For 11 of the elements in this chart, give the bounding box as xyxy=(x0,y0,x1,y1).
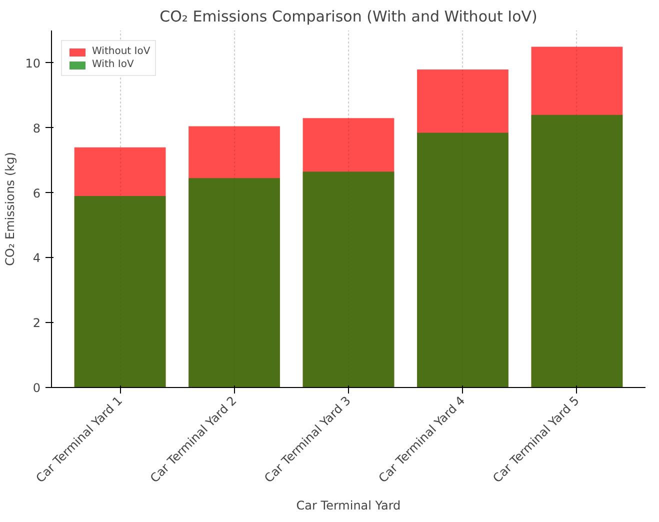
y-tick-label: 2 xyxy=(32,316,41,330)
legend-label: Without IoV xyxy=(92,46,150,57)
legend-label: With IoV xyxy=(92,59,134,70)
y-tick-label: 4 xyxy=(32,251,41,266)
y-tick-label: 10 xyxy=(25,56,41,70)
chart-title: CO₂ Emissions Comparison (With and Without IoV) xyxy=(160,8,538,26)
y-axis-title: CO₂ Emissions (kg) xyxy=(3,152,18,266)
y-tick-label: 0 xyxy=(32,381,41,395)
y-tick-label: 6 xyxy=(32,186,41,200)
y-tick-label: 8 xyxy=(32,121,41,136)
x-axis-title: Car Terminal Yard xyxy=(296,498,401,512)
